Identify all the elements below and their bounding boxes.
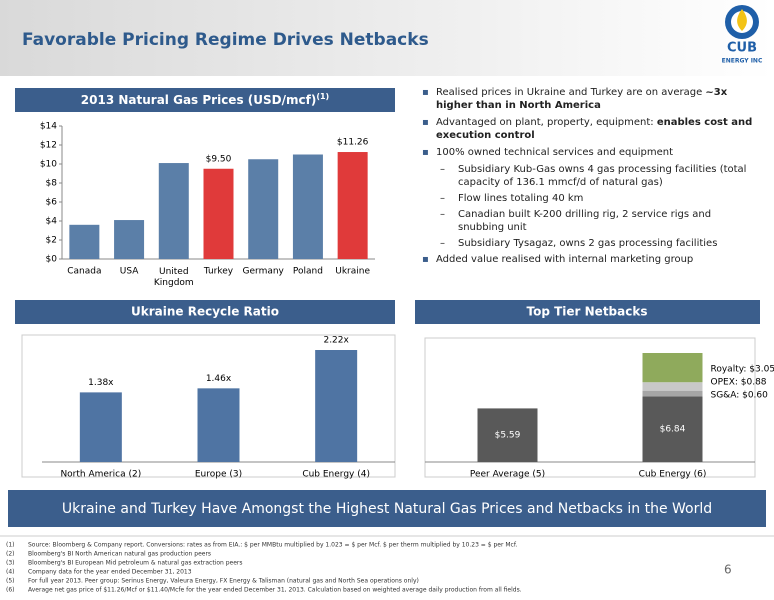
bullet-list: Realised prices in Ukraine and Turkey ar… bbox=[420, 86, 760, 270]
bar bbox=[114, 220, 145, 259]
logo: CUB ENERGY INC bbox=[722, 5, 763, 65]
x-tick-label: Germany bbox=[243, 267, 285, 277]
y-tick-label: $6 bbox=[46, 198, 58, 208]
segment-label: SG&A: $0.60 bbox=[711, 391, 769, 401]
plot-frame bbox=[21, 334, 396, 478]
x-tick-label: Cub Energy (4) bbox=[302, 470, 370, 480]
bar bbox=[69, 224, 100, 259]
x-tick-label: North America (2) bbox=[60, 470, 141, 480]
bar bbox=[203, 168, 234, 259]
footnote-ref: (4) bbox=[6, 569, 15, 576]
footnote: Bloomberg's BI North American natural ga… bbox=[28, 551, 211, 558]
footnote-ref: (1) bbox=[6, 542, 15, 549]
x-tick-label: Turkey bbox=[203, 267, 234, 277]
logo-tagline: ENERGY INC bbox=[722, 58, 763, 65]
chart-title-box bbox=[415, 300, 760, 324]
sub-bullet: Subsidiary Kub-Gas owns 4 gas processing… bbox=[420, 163, 760, 189]
bar bbox=[79, 392, 122, 462]
x-tick-label: USA bbox=[120, 267, 139, 277]
footnote: Source: Bloomberg & Company report. Conv… bbox=[28, 542, 517, 549]
y-tick-label: $0 bbox=[46, 255, 58, 265]
x-tick-label: Ukraine bbox=[335, 267, 370, 277]
bullet: Added value realised with internal marke… bbox=[420, 253, 760, 266]
bullet-bold: ~3x higher than in North America bbox=[436, 87, 728, 111]
x-tick-label: Canada bbox=[67, 267, 101, 277]
footnote: Bloomberg's BI European Mid petroleum & … bbox=[28, 560, 243, 567]
segment-label: Royalty: $3.05 bbox=[711, 365, 774, 375]
bullet-text: 100% owned technical services and equipm… bbox=[436, 147, 674, 158]
page-number: 6 bbox=[724, 563, 732, 577]
x-tick-label: Europe (3) bbox=[195, 470, 242, 480]
bar-segment bbox=[642, 382, 703, 391]
y-tick-label: $12 bbox=[40, 141, 57, 151]
x-tick-label: Poland bbox=[293, 267, 323, 277]
header-band bbox=[0, 0, 774, 76]
segment-label: OPEX: $0.88 bbox=[711, 378, 767, 388]
bar bbox=[197, 388, 240, 462]
bar-segment bbox=[642, 353, 703, 383]
value-label: $6.84 bbox=[660, 425, 686, 435]
bullet-text: Added value realised with internal marke… bbox=[436, 254, 694, 265]
bar-segment bbox=[642, 390, 703, 397]
footnote: Average net gas price of $11.26/Mcf or $… bbox=[28, 587, 522, 594]
y-tick-label: $4 bbox=[46, 217, 58, 227]
bar-segment bbox=[477, 408, 538, 462]
chart-title-box bbox=[15, 88, 395, 112]
footnote-ref: (5) bbox=[6, 578, 15, 585]
bar bbox=[292, 154, 323, 259]
bullet-text: Realised prices in Ukraine and Turkey ar… bbox=[436, 87, 706, 98]
footnote: Company data for the year ended December… bbox=[28, 569, 192, 576]
footnote-ref: (3) bbox=[6, 560, 15, 567]
value-label: 1.46x bbox=[206, 374, 232, 384]
chart-title: Ukraine Recycle Ratio bbox=[131, 305, 279, 319]
value-label: 1.38x bbox=[88, 378, 114, 388]
x-tick-label: Peer Average (5) bbox=[470, 470, 545, 480]
bar-segment bbox=[642, 396, 703, 462]
chart-title-text: 2013 Natural Gas Prices (USD/mcf) bbox=[81, 93, 317, 107]
x-tick-label: Cub Energy (6) bbox=[639, 470, 707, 480]
y-tick-label: $10 bbox=[40, 160, 57, 170]
bullet-text: Advantaged on plant, property, equipment… bbox=[436, 117, 657, 128]
footnote: For full year 2013. Peer group: Serinus … bbox=[28, 578, 419, 585]
y-tick-label: $8 bbox=[46, 179, 58, 189]
y-tick-label: $14 bbox=[40, 122, 57, 132]
chart-title: Top Tier Netbacks bbox=[527, 305, 648, 319]
sub-bullet: Subsidiary Tysagaz, owns 2 gas processin… bbox=[420, 237, 760, 250]
footnote-ref: (2) bbox=[6, 551, 15, 558]
bar bbox=[158, 163, 189, 259]
footnote-ref: (6) bbox=[6, 587, 15, 594]
banner: Ukraine and Turkey Have Amongst the High… bbox=[62, 501, 712, 517]
bullet: 100% owned technical services and equipm… bbox=[420, 146, 760, 159]
x-tick-label: United Kingdom bbox=[154, 267, 194, 288]
value-label: $9.50 bbox=[206, 154, 232, 164]
chart-title-box bbox=[15, 300, 395, 324]
slide-title: Favorable Pricing Regime Drives Netbacks bbox=[22, 30, 429, 50]
chart-title: 2013 Natural Gas Prices (USD/mcf)(1) bbox=[81, 92, 329, 107]
value-label: $11.26 bbox=[337, 138, 369, 148]
sub-bullet: Canadian built K-200 drilling rig, 2 ser… bbox=[420, 208, 760, 234]
value-label: $5.59 bbox=[495, 431, 521, 441]
bullet: Realised prices in Ukraine and Turkey ar… bbox=[420, 86, 760, 112]
logo-name: CUB bbox=[727, 41, 757, 56]
y-tick-label: $2 bbox=[46, 236, 57, 246]
banner-box bbox=[8, 490, 766, 527]
bar bbox=[337, 152, 368, 259]
bullet-bold: enables cost and execution control bbox=[436, 117, 753, 141]
bullet: Advantaged on plant, property, equipment… bbox=[420, 116, 760, 142]
chart-title-note: (1) bbox=[316, 92, 329, 101]
value-label: 2.22x bbox=[323, 336, 349, 346]
bar bbox=[248, 159, 279, 259]
plot-frame bbox=[424, 337, 756, 478]
sub-bullet: Flow lines totaling 40 km bbox=[420, 192, 760, 205]
bar bbox=[315, 350, 358, 462]
